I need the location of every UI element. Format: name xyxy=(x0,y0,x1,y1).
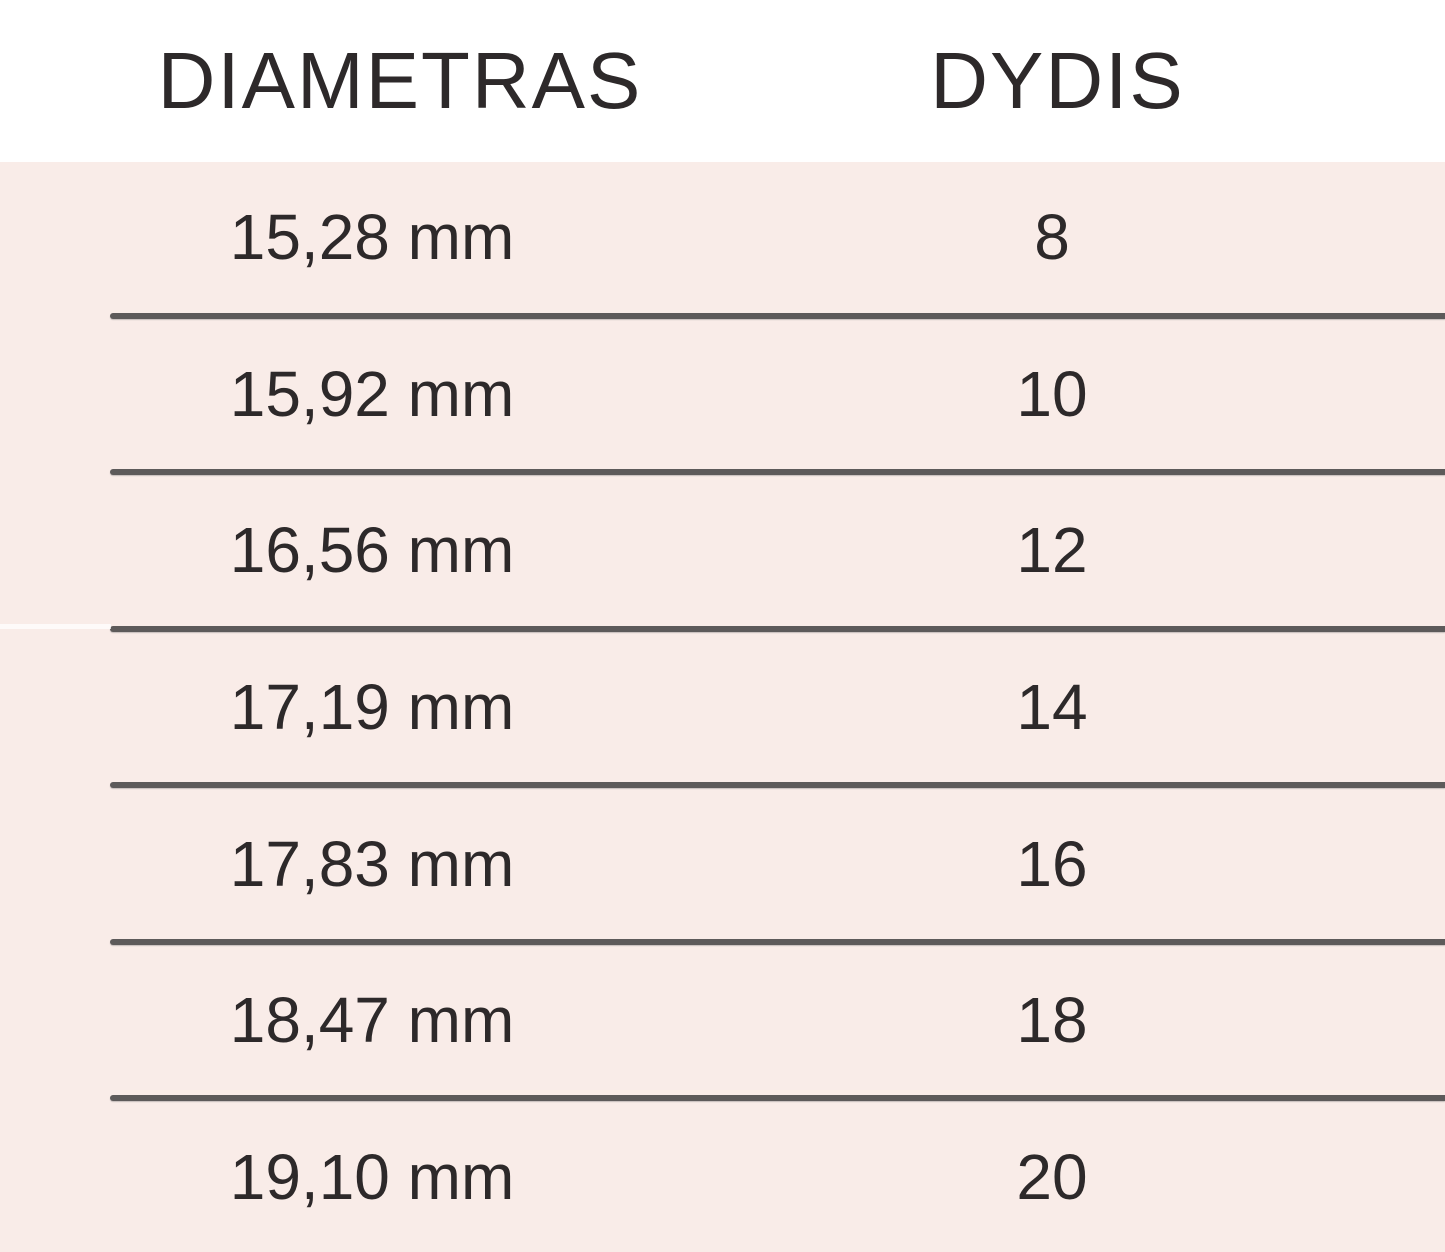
diameter-cell: 15,92 mm xyxy=(229,357,515,430)
diameter-cell: 16,56 mm xyxy=(229,514,515,587)
row-divider xyxy=(110,1095,1445,1102)
column-header-diametras: DIAMETRAS xyxy=(157,36,643,125)
size-cell: 14 xyxy=(1016,671,1088,744)
table-header: DIAMETRAS DYDIS xyxy=(0,0,1445,162)
table-body: 15,28 mm 8 15,92 mm 10 16,56 mm 12 17,19… xyxy=(0,162,1445,1252)
size-cell: 20 xyxy=(1016,1140,1088,1213)
size-cell: 8 xyxy=(1034,201,1070,274)
image-seam-artifact xyxy=(0,624,111,629)
column-header-dydis: DYDIS xyxy=(930,36,1185,125)
row-divider xyxy=(110,938,1445,945)
row-divider xyxy=(110,782,1445,789)
table-row: 17,83 mm 16 xyxy=(0,788,1445,939)
size-cell: 18 xyxy=(1016,984,1088,1057)
size-cell: 16 xyxy=(1016,827,1088,900)
diameter-cell: 17,83 mm xyxy=(229,827,515,900)
table-row: 15,28 mm 8 xyxy=(0,162,1445,313)
table-row: 15,92 mm 10 xyxy=(0,319,1445,470)
diameter-cell: 19,10 mm xyxy=(229,1140,515,1213)
row-divider xyxy=(110,625,1445,632)
size-cell: 10 xyxy=(1016,357,1088,430)
table-row: 16,56 mm 12 xyxy=(0,475,1445,626)
size-cell: 12 xyxy=(1016,514,1088,587)
row-divider xyxy=(110,312,1445,319)
row-divider xyxy=(110,469,1445,476)
diameter-cell: 18,47 mm xyxy=(229,984,515,1057)
table-row: 19,10 mm 20 xyxy=(0,1101,1445,1252)
table-row: 18,47 mm 18 xyxy=(0,945,1445,1096)
diameter-cell: 15,28 mm xyxy=(229,201,515,274)
diameter-cell: 17,19 mm xyxy=(229,671,515,744)
table-row: 17,19 mm 14 xyxy=(0,632,1445,783)
